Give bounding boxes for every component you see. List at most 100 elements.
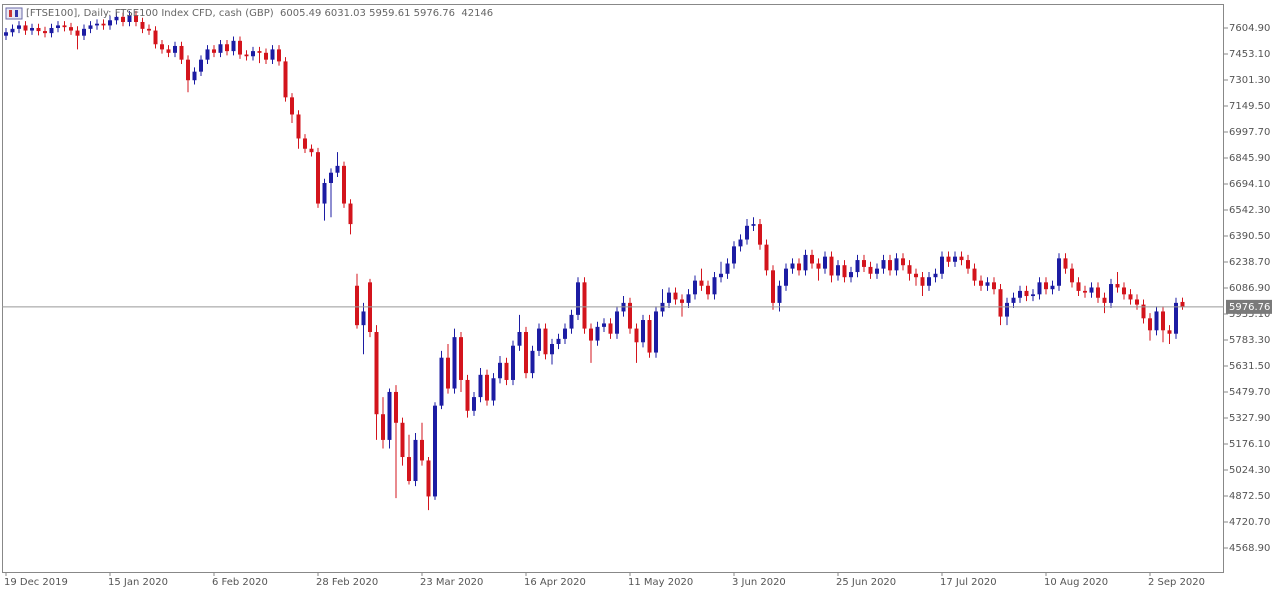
candle-body [179, 45, 184, 60]
candle-body [1154, 311, 1159, 331]
candle-body [576, 282, 580, 315]
candle-body [1161, 311, 1165, 331]
candle-body [244, 54, 249, 57]
candle-body [56, 25, 60, 28]
candle-body [940, 256, 944, 274]
candle-body [771, 270, 775, 303]
candle-body [810, 254, 814, 264]
y-tick-label: 6997.70 [1229, 127, 1270, 138]
header-low: 5959.61 [369, 8, 411, 19]
x-tick-label: 10 Aug 2020 [1044, 577, 1108, 588]
candle-body [309, 148, 314, 153]
y-tick-label: 6845.90 [1229, 153, 1270, 164]
candle-body [17, 25, 21, 29]
candle-body [498, 362, 502, 379]
candle-body [348, 203, 353, 225]
candle-body [153, 30, 158, 45]
candle-body [4, 32, 8, 36]
candle-body [524, 332, 528, 374]
header: [FTSE100], Daily: FTSE100 Index CFD, cas… [26, 8, 493, 19]
candle-body [1128, 294, 1133, 300]
candle-body [134, 15, 138, 22]
candle-body [628, 302, 632, 329]
candle-body [569, 314, 574, 329]
candle-body [595, 326, 600, 341]
candle-body [1122, 287, 1126, 295]
candle-body [173, 45, 177, 53]
candle-body [797, 263, 801, 271]
candle-body [758, 224, 762, 245]
candle-body [43, 31, 47, 34]
y-tick-label: 6390.50 [1229, 231, 1270, 242]
candle-body [1089, 287, 1094, 293]
candle-body [62, 25, 67, 28]
candle-body [803, 254, 808, 271]
candle-body [257, 51, 262, 53]
candle-body [511, 345, 515, 380]
candle-body [160, 44, 164, 50]
candle-body [114, 16, 119, 21]
candle-body [1070, 268, 1074, 283]
candle-body [966, 260, 970, 269]
candle-body [335, 165, 340, 173]
y-tick-label: 6238.70 [1229, 257, 1270, 268]
candle-body [1115, 284, 1120, 288]
candle-body [706, 285, 710, 295]
candle-body [615, 311, 619, 334]
candle-body [654, 311, 658, 353]
x-tick-label: 25 Jun 2020 [836, 577, 896, 588]
candle-body [199, 59, 203, 72]
candle-body [1096, 287, 1100, 298]
candle-body [296, 114, 301, 139]
candle-body [1083, 290, 1087, 293]
candle-body [478, 374, 483, 398]
candle-body [849, 272, 853, 278]
candle-body [166, 49, 171, 53]
candle-body [225, 44, 229, 52]
candle-body [829, 256, 834, 276]
candle-body [1018, 290, 1022, 298]
header-close: 5976.76 [413, 8, 455, 19]
candle-body [452, 337, 457, 389]
candle-body [790, 263, 795, 269]
candle-body [1076, 282, 1081, 291]
candle-body [147, 28, 151, 31]
candle-body [121, 16, 125, 22]
x-tick-label: 16 Apr 2020 [524, 577, 586, 588]
candle-body [953, 256, 957, 262]
y-tick-label: 6086.90 [1229, 283, 1270, 294]
header-open: 6005.49 [280, 8, 322, 19]
candle-body [979, 280, 983, 286]
y-tick-label: 6542.30 [1229, 205, 1270, 216]
candle-body [251, 51, 255, 57]
header-volume: 42146 [461, 8, 494, 19]
y-tick-label: 4872.50 [1229, 491, 1270, 502]
candle-body [342, 165, 346, 204]
y-tick-label: 5783.30 [1229, 335, 1270, 346]
candle-body [75, 30, 80, 36]
y-tick-label: 5024.30 [1229, 465, 1270, 476]
candle-body [491, 378, 496, 401]
candle-body [1057, 258, 1061, 286]
header-title: [FTSE100], Daily: FTSE100 Index CFD, cas… [26, 8, 274, 19]
candle-body [868, 266, 873, 274]
candle-body [699, 280, 704, 286]
candle-body [901, 258, 905, 266]
candle-body [400, 422, 405, 458]
candle-body [712, 277, 717, 295]
candle-body [1037, 282, 1042, 295]
candle-body [1031, 294, 1035, 297]
candle-body [413, 439, 418, 482]
candle-body [420, 439, 424, 461]
candle-body [485, 374, 489, 401]
candle-body [608, 323, 613, 334]
candle-body [329, 172, 333, 183]
candle-body [745, 225, 749, 240]
candle-body [277, 49, 281, 62]
candle-body [36, 27, 41, 32]
candle-body [127, 15, 132, 22]
y-tick-label: 7453.10 [1229, 49, 1270, 60]
candle-body [1135, 299, 1139, 305]
